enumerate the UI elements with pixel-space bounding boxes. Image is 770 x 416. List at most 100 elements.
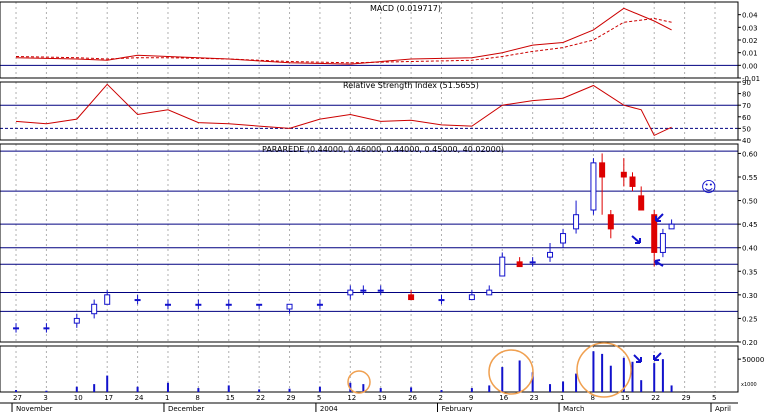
candle-body [607,214,614,230]
x-day-label: 17 [104,394,113,402]
candle-body [499,256,506,277]
candle-body [547,251,554,258]
candle-body [164,303,171,306]
x-day-label: 1 [165,394,169,402]
panel-frames [0,1,739,393]
candle-body [408,294,415,301]
candle-body [438,299,445,302]
x-day-label: 9 [469,394,473,402]
x-axis: 27 3 10 17 24 1 8 15 22 29 5 12 19 26 2 9 16 23 1 8 15 22 29 5N… [0,394,738,413]
x-day-label: 16 [499,394,508,402]
price-tick-label: 0.55 [742,174,758,182]
panel-frame [0,81,739,141]
x-day-label: 3 [43,394,47,402]
candle-body [599,162,606,178]
price-candles [13,153,675,333]
rsi-tick-label: 80 [742,91,751,99]
rsi-tick-label: 90 [742,79,751,87]
volume-tick-label: 50000 [742,356,764,364]
annotations: ☺ [347,178,717,398]
smiley-icon: ☺ [701,178,717,196]
grid-lines [15,2,716,392]
candle-body [134,299,141,302]
candle-body [286,303,293,310]
macd-tick-label: 0.03 [742,24,758,32]
x-day-label: 10 [74,394,83,402]
price-tick-label: 0.50 [742,198,758,206]
x-day-label: 29 [682,394,691,402]
x-day-label: 12 [347,394,356,402]
price-tick-label: 0.45 [742,221,758,229]
price-tick-label: 0.60 [742,150,758,158]
candle-body [225,303,232,306]
candle-body [73,317,80,324]
volume-units-label: x1000 [741,382,757,388]
candle-body [468,294,475,301]
candle-body [104,294,111,305]
candle-body [659,233,666,253]
macd-series [15,7,672,65]
candle-body [256,303,263,306]
volume-highlight-circle-2 [488,349,534,395]
arrow-icon [655,213,664,222]
candle-body [668,223,675,230]
price-tick-label: 0.20 [742,339,758,347]
arrow-icon [654,259,664,267]
candle-body [638,195,645,211]
x-month-label: March [563,405,584,412]
arrow-icon [633,354,642,363]
price-tick-label: 0.30 [742,292,758,300]
macd-signal-line [15,17,672,64]
price-tick-label: 0.40 [742,245,758,253]
candle-body [195,303,202,306]
x-day-label: 19 [378,394,387,402]
panel-frame [0,1,739,79]
macd-tick-label: 0.01 [742,50,758,58]
panel-frame [0,345,739,393]
candle-body [43,327,50,330]
rsi-tick-label: 40 [742,137,751,145]
x-day-label: 15 [226,394,235,402]
candle-body [360,289,367,292]
candle-body [486,289,493,296]
x-day-label: 22 [256,394,265,402]
candle-body [91,303,98,315]
x-day-label: 24 [135,394,144,402]
arrow-icon [631,235,641,244]
x-month-label: April [715,405,731,412]
macd-tick-label: 0.04 [742,12,758,20]
x-day-label: 26 [408,394,417,402]
x-day-label: 29 [287,394,296,402]
x-day-label: 22 [651,394,660,402]
candle-body [529,261,536,264]
candle-body [573,214,580,230]
x-month-label: December [168,405,204,412]
macd-tick-label: -0.01 [742,75,760,83]
candle-body [560,233,567,244]
macd-tick-label: 0.02 [742,37,758,45]
x-day-label: 5 [317,394,321,402]
x-day-label: 2 [438,394,442,402]
candle-body [377,289,384,292]
volume-bars [15,351,673,392]
x-day-label: 5 [712,394,716,402]
x-month-label: 2004 [320,405,338,412]
volume-highlight-circle-1 [347,370,371,394]
price-tick-label: 0.35 [742,268,758,276]
x-day-label: 23 [530,394,539,402]
horizontal-levels [0,64,738,312]
macd-tick-label: 0.00 [742,62,758,70]
volume-highlight-circle-3 [576,342,632,398]
rsi-title: Relative Strength Index (51.5655) [343,81,479,90]
x-month-label: November [16,405,53,412]
macd-line [15,7,672,65]
candle-body [629,176,636,187]
x-day-label: 27 [13,394,22,402]
candle-body [316,303,323,306]
rsi-tick-label: 70 [742,102,751,110]
candle-body [516,261,523,268]
x-month-label: February [441,405,472,412]
rsi-series [15,83,672,137]
price-title: PARAREDE (0.44000, 0.46000, 0.44000, 0.4… [262,145,504,154]
